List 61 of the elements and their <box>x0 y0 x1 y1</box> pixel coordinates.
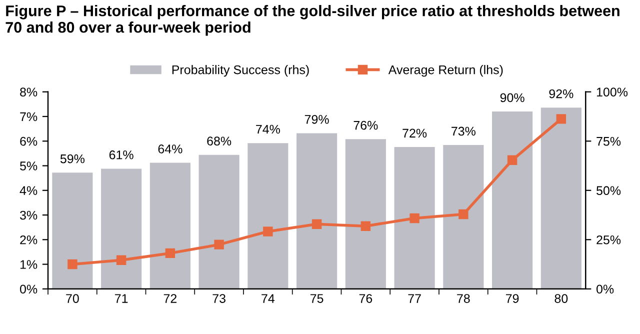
x-tick-label: 73 <box>212 294 226 303</box>
point <box>263 226 273 236</box>
x-tick-label: 75 <box>310 294 324 303</box>
y-tick-label: 2% <box>20 235 38 244</box>
point <box>312 219 322 229</box>
y-tick-label: 3% <box>20 210 38 220</box>
y2-tick-label: 25% <box>596 235 621 244</box>
y2-tick-label: 75% <box>596 136 621 146</box>
point <box>116 255 126 265</box>
x-tick-label: 71 <box>115 294 128 303</box>
data-label: 92% <box>549 89 574 98</box>
point <box>507 155 518 165</box>
bar <box>296 133 338 289</box>
x-tick-label: 79 <box>506 294 519 303</box>
data-label: 68% <box>207 136 232 146</box>
y-tick-label: 1% <box>20 260 38 269</box>
x-tick-label: 77 <box>408 294 421 303</box>
y2-tick-label: 100% <box>596 88 628 96</box>
chart-title: Figure P – Historical performance of the gold-silver price ratio at thresholds between 70 and 80 over a four-week period <box>6 5 620 36</box>
y2-tick-label: 50% <box>596 186 621 196</box>
x-tick-label: 78 <box>457 294 470 303</box>
point <box>165 248 176 258</box>
data-label: 73% <box>452 126 476 136</box>
bar <box>101 168 142 289</box>
bar <box>52 172 93 289</box>
bar <box>198 154 240 289</box>
point <box>214 240 224 250</box>
bar <box>150 162 190 289</box>
y-tick-label: 0% <box>20 284 38 294</box>
bar <box>540 108 582 289</box>
y-tick-label: 8% <box>20 88 38 96</box>
x-tick-label: 76 <box>359 294 372 303</box>
data-label: 59% <box>60 154 84 164</box>
y-tick-label: 6% <box>20 136 38 146</box>
y-tick-label: 7% <box>20 112 38 122</box>
data-label: 74% <box>256 124 280 134</box>
data-label: 61% <box>109 150 134 160</box>
point <box>458 209 468 220</box>
data-label: 64% <box>158 144 182 154</box>
data-label: 90% <box>500 93 524 102</box>
bar <box>248 143 288 289</box>
point <box>68 259 78 270</box>
bar <box>443 145 484 289</box>
point <box>360 221 371 231</box>
y2-tick-label: 0% <box>596 284 614 294</box>
y-tick-label: 5% <box>20 162 38 170</box>
data-label: 72% <box>402 128 427 138</box>
data-label: 79% <box>304 114 329 124</box>
x-tick-label: 74 <box>262 294 275 303</box>
y-tick-label: 4% <box>20 186 38 195</box>
point <box>556 114 566 124</box>
legend-label: Average Return (lhs) <box>388 65 503 77</box>
x-tick-label: 70 <box>66 294 79 303</box>
bar <box>492 112 533 289</box>
bar <box>345 139 386 289</box>
data-label: 76% <box>354 120 378 130</box>
point <box>410 213 420 224</box>
legend-label: Probability Success (rhs) <box>172 65 309 77</box>
bar <box>394 147 435 289</box>
x-tick-label: 72 <box>164 294 177 303</box>
x-tick-label: 80 <box>554 294 568 303</box>
